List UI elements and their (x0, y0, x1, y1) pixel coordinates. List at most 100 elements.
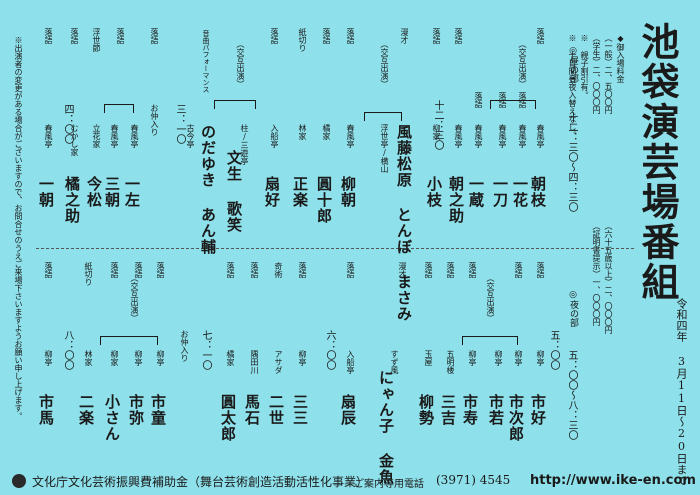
phone-label: ご案内専用電話 (354, 479, 424, 490)
night-role-7: 漫才 (398, 262, 407, 278)
day-label: ◎昼の部 (568, 46, 578, 83)
night-role-17: 紙切り (84, 262, 93, 286)
night-role-11: 落語 (250, 262, 259, 278)
day-role-11: 落語 (270, 28, 279, 44)
day-house-11: 入船亭 (270, 124, 279, 148)
day-name-17: 今松 (85, 176, 103, 208)
day-house-10: 林家 (298, 124, 307, 140)
sponsor-text: 文化庁文化芸術振興費補助金（舞台芸術創造活動活性化事業） (32, 475, 369, 489)
night-name-16: 小さん (103, 394, 121, 442)
night-house-12: 橘家 (226, 350, 235, 366)
night-name-4: 市寿 (461, 394, 479, 426)
night-name-1: 市好 (529, 394, 547, 426)
footer: 文化庁文化芸術振興費補助金（舞台芸術創造活動活性化事業） ご案内専用電話 (39… (0, 465, 700, 495)
day-bracket-7 (364, 112, 402, 121)
night-house-3: 柳亭 (494, 350, 503, 366)
night-name-6: 柳勢 (417, 394, 435, 426)
day-house-6: 柳家 (432, 124, 441, 140)
day-role-7: 漫才 (400, 28, 409, 44)
night-house-1: 柳亭 (536, 350, 545, 366)
admission-line-2: （学生）二、〇〇〇円 (592, 34, 601, 114)
day-bracket-15 (104, 104, 134, 113)
night-name-8: 扇辰 (339, 394, 357, 426)
night-final-time: 八：〇〇 (62, 330, 73, 370)
night-role-9: 落語 (298, 262, 307, 278)
night-cross-1: （交互出演） (486, 274, 495, 322)
night-intermission: お仲入り (180, 330, 189, 362)
day-house-12: 柱/三遊亭 (240, 124, 249, 165)
night-cross-16: （交互出演） (130, 274, 139, 322)
day-name-4: 一蔵 (467, 176, 485, 208)
day-house-15: 春風亭 (130, 124, 139, 148)
night-house-15: 柳亭 (134, 350, 143, 366)
night-name-15: 市弥 (127, 394, 145, 426)
day-name-10: 正楽 (291, 176, 309, 208)
day-house-18: むかし家 (70, 124, 79, 156)
night-house-9: 柳亭 (298, 350, 307, 366)
night-house-8: 入船亭 (346, 350, 355, 374)
night-name-2: 市次郎 (507, 394, 525, 442)
night-intermission-time: 七：一〇 (200, 330, 211, 370)
night-role-4: 落語 (468, 262, 477, 278)
day-house-3: 春風亭 (498, 124, 507, 148)
day-name-6: 小枝 (425, 176, 443, 208)
day-house-1: 春風亭 (536, 124, 545, 148)
day-name-7: 風藤松原 とんぼ まさみ (395, 124, 413, 322)
day-name-12: 文生 歌笑 (225, 150, 243, 233)
night-house-6: 玉屋 (424, 350, 433, 366)
day-intermission: お仲入り (150, 104, 159, 136)
night-role-1: 落語 (536, 262, 545, 278)
night-mid-time: 六：〇〇 (324, 330, 335, 370)
day-name-18: 橘之助 (63, 176, 81, 224)
day-name-2: 一花 (511, 176, 529, 208)
admission-line-4: （六十五歳以上）二、〇〇〇円 (604, 222, 613, 334)
day-start: 十二：三〇 (432, 100, 443, 150)
night-house-7: すず風 (390, 350, 399, 374)
day-cross-7: （交互出演） (380, 40, 389, 88)
night-bracket-16 (100, 336, 158, 345)
night-name-12: 圓太郎 (219, 394, 237, 442)
night-house-14: 柳亭 (156, 350, 165, 366)
night-house-16: 柳家 (110, 350, 119, 366)
admission-line-1: （一般）二、五〇〇円 (604, 34, 613, 114)
night-role-8: 落語 (346, 262, 355, 278)
section-divider (36, 248, 634, 249)
night-house-11: 隅田川 (250, 350, 259, 374)
night-name-3: 市若 (487, 394, 505, 426)
night-name-9: 三三 (291, 394, 309, 426)
night-role-15: 落語 (134, 262, 143, 278)
day-name-5: 朝之助 (447, 176, 465, 224)
day-role-8: 落語 (346, 28, 355, 44)
day-house-13: 古今亭 (186, 124, 195, 148)
day-intermission-time: 三：一〇 (174, 104, 185, 144)
night-role-10: 奇術 (274, 262, 283, 278)
day-role-18: 落語 (70, 28, 79, 44)
night-start: 五：〇〇 (548, 330, 559, 370)
night-role-12: 落語 (226, 262, 235, 278)
day-role-15: 落語 (150, 28, 159, 44)
day-role-3: 落語 (498, 92, 507, 108)
admission-note-1: ※ 親子割引有。 (580, 34, 589, 99)
day-bracket-1 (490, 100, 536, 109)
day-name-15: 一左 (123, 176, 141, 208)
night-role-14: 落語 (156, 262, 165, 278)
admission-heading: ◆御入場料金 (616, 34, 625, 83)
day-house-16: 春風亭 (110, 124, 119, 148)
day-name-11: 扇好 (263, 176, 281, 208)
day-name-8: 柳朝 (339, 176, 357, 208)
day-house-4: 春風亭 (474, 124, 483, 148)
website-link[interactable]: http://www.ike-en.com (530, 473, 696, 488)
night-name-10: 二世 (267, 394, 285, 426)
day-role-10: 紙切り (298, 28, 307, 52)
admission-line-6: （証明書提示）一、〇〇〇円 (592, 222, 601, 326)
day-role-4: 落語 (474, 92, 483, 108)
day-role-13: 音曲パフォーマンス (202, 30, 210, 93)
change-notice: ※出演者の変更がある場合がございますので、お問合せのうえご来場下さいますようお願… (14, 36, 23, 420)
night-house-17: 林家 (84, 350, 93, 366)
day-house-8: 春風亭 (346, 124, 355, 148)
day-name-9: 圓十郎 (315, 176, 333, 224)
day-role-16: 落語 (116, 28, 125, 44)
night-role-18: 落語 (44, 262, 53, 278)
night-role-16: 落語 (110, 262, 119, 278)
